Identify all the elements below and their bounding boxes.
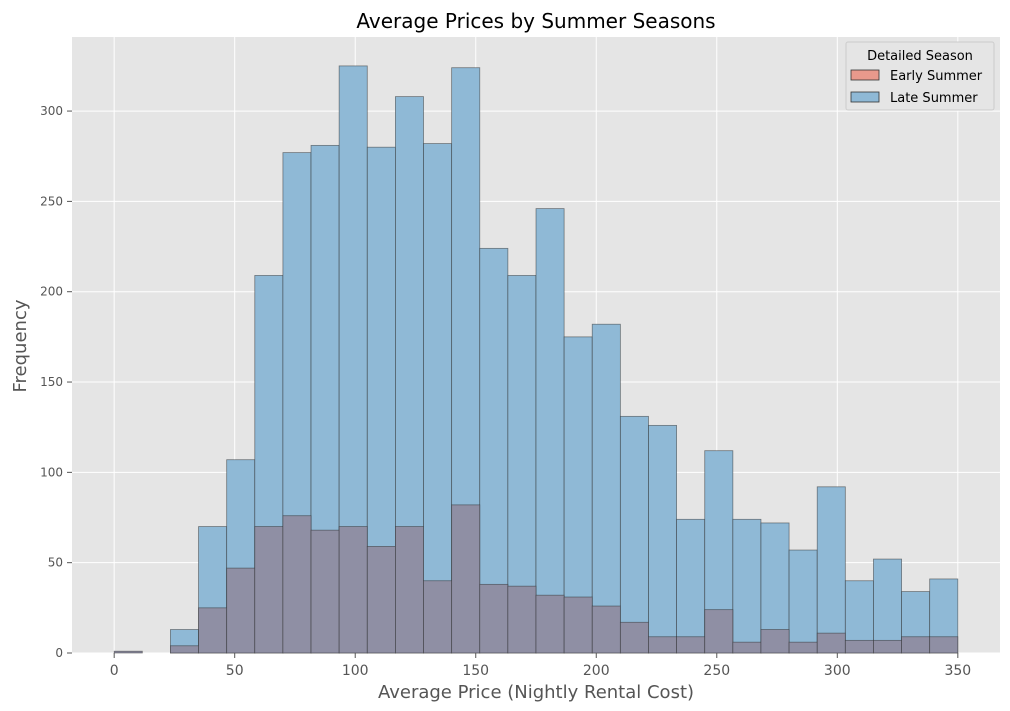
x-tick-label: 200 — [583, 663, 610, 679]
early-summer-bar — [170, 645, 199, 654]
x-tick-label: 100 — [342, 663, 369, 679]
early-summer-bar — [788, 641, 818, 654]
y-axis-ticks: 0 50 100 150 200 250 300 — [40, 104, 72, 660]
early-summer-bar — [479, 583, 509, 654]
legend-swatch-late-summer — [850, 91, 880, 103]
y-axis-label: Frequency — [10, 299, 31, 392]
early-summer-bar — [423, 580, 453, 654]
legend: Detailed Season Early Summer Late Summer — [845, 41, 995, 111]
early-summer-bar — [254, 526, 284, 654]
x-tick-label: 0 — [110, 663, 119, 679]
early-summer-bar — [563, 596, 593, 654]
early-summer-bar — [901, 636, 931, 654]
late-summer-bar — [423, 143, 453, 654]
y-tick-label: 200 — [40, 285, 63, 299]
early-summer-bar — [366, 546, 396, 654]
x-axis-ticks: 0 50 100 150 200 250 300 350 — [110, 653, 971, 679]
early-summer-bar — [844, 639, 874, 654]
late-summer-bar — [591, 323, 621, 654]
early-summer-bar — [732, 641, 762, 654]
early-summer-bar — [591, 605, 621, 654]
early-summer-bar — [113, 650, 143, 654]
early-summer-bar — [310, 529, 340, 654]
early-summer-bar — [929, 636, 959, 654]
early-summer-bars — [113, 504, 959, 654]
early-summer-bar — [676, 636, 706, 654]
y-tick-label: 300 — [40, 104, 63, 118]
legend-box — [845, 41, 995, 111]
chart-title: Average Prices by Summer Seasons — [356, 9, 715, 33]
y-tick-label: 0 — [55, 646, 63, 660]
late-summer-bar — [816, 486, 846, 654]
x-tick-label: 50 — [226, 663, 244, 679]
y-tick-label: 50 — [48, 556, 63, 570]
early-summer-bar — [282, 515, 312, 654]
x-tick-label: 350 — [944, 663, 971, 679]
early-summer-bar — [760, 629, 790, 654]
legend-swatch-early-summer — [850, 69, 880, 81]
legend-title: Detailed Season — [867, 49, 973, 64]
x-tick-label: 300 — [824, 663, 851, 679]
late-summer-bar — [648, 424, 677, 654]
early-summer-bar — [507, 585, 537, 654]
late-summer-bar — [619, 415, 649, 654]
late-summer-bar — [873, 558, 902, 654]
legend-label-late-summer: Late Summer — [890, 91, 978, 106]
early-summer-bar — [816, 632, 846, 654]
early-summer-bar — [451, 504, 481, 654]
y-tick-label: 100 — [40, 465, 63, 479]
early-summer-bar — [535, 594, 565, 654]
late-summer-bar — [535, 208, 565, 654]
early-summer-bar — [395, 526, 424, 654]
early-summer-bar — [226, 567, 256, 654]
early-summer-bar — [198, 607, 228, 654]
early-summer-bar — [873, 639, 902, 654]
x-axis-label: Average Price (Nightly Rental Cost) — [378, 682, 694, 703]
legend-label-early-summer: Early Summer — [890, 69, 983, 84]
late-summer-bar — [676, 518, 706, 654]
early-summer-bar — [619, 621, 649, 654]
x-tick-label: 250 — [703, 663, 730, 679]
y-tick-label: 150 — [40, 375, 63, 389]
late-summer-bar — [788, 549, 818, 654]
late-summer-bar — [732, 518, 762, 654]
early-summer-bar — [648, 636, 677, 654]
early-summer-bar — [338, 526, 368, 654]
y-tick-label: 250 — [40, 194, 63, 208]
x-tick-label: 150 — [462, 663, 489, 679]
early-summer-bar — [704, 609, 734, 654]
